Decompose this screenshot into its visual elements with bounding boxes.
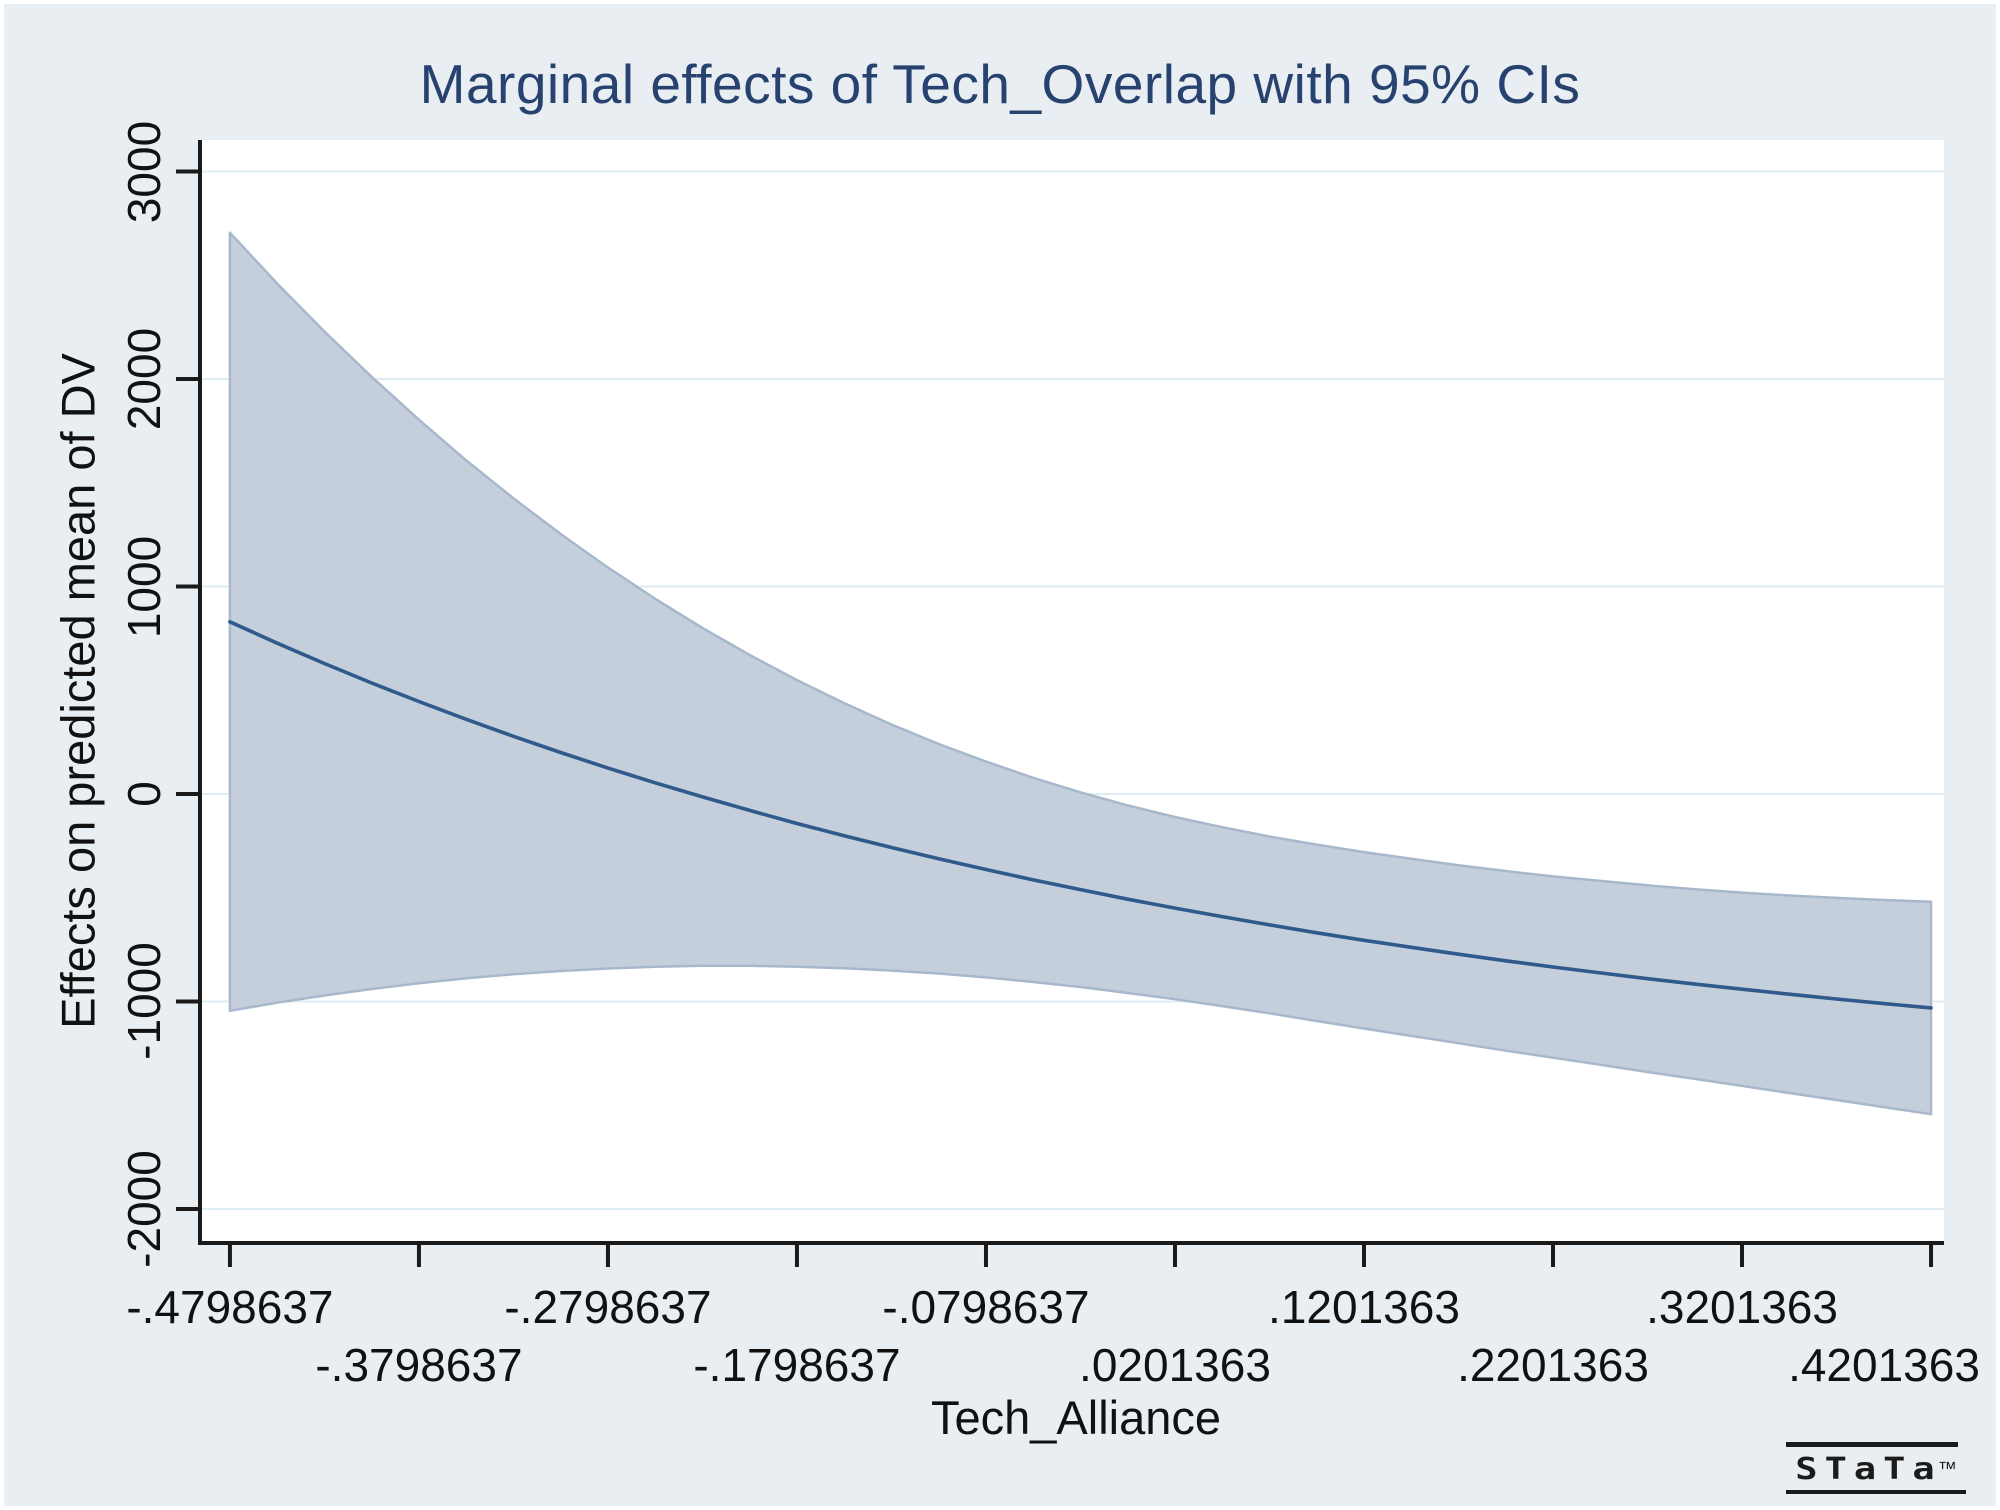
x-tick-label: -.3798637 <box>315 1339 523 1391</box>
chart-title: Marginal effects of Tech_Overlap with 95… <box>419 53 1581 115</box>
x-tick-label: -.0798637 <box>882 1281 1090 1333</box>
stata-logo-top-rule <box>1786 1442 1958 1447</box>
y-tick-label: 3000 <box>118 120 170 223</box>
y-axis-title: Effects on predicted mean of DV <box>51 353 105 1029</box>
stata-logo-wordmark: STaTa <box>1795 1450 1942 1487</box>
x-tick-label: -.4798637 <box>126 1281 334 1333</box>
x-tick-label: .0201363 <box>1079 1339 1271 1391</box>
y-tick-label: -1000 <box>118 942 170 1061</box>
marginal-effects-line <box>228 619 1933 1010</box>
x-tick-label: .4201363 <box>1788 1339 1980 1391</box>
x-tick-label: .3201363 <box>1646 1281 1838 1333</box>
y-tick-label: 1000 <box>118 535 170 638</box>
y-tick-label: 2000 <box>118 327 170 431</box>
graph-canvas: Marginal effects of Tech_Overlap with 95… <box>4 4 1996 1506</box>
plot-svg <box>176 140 1944 1267</box>
ci-band-95 <box>228 231 1933 1116</box>
x-axis-title: Tech_Alliance <box>930 1391 1221 1444</box>
y-tick-label: 0 <box>118 781 170 807</box>
stata-logo-bottom-rule <box>1786 1490 1966 1494</box>
y-tick-label: -2000 <box>118 1150 170 1268</box>
x-tick-label: .2201363 <box>1457 1339 1649 1391</box>
x-tick-label: .1201363 <box>1268 1281 1460 1333</box>
x-tick-label: -.1798637 <box>693 1339 901 1391</box>
stata-trademark-symbol: ™ <box>1937 1458 1957 1480</box>
x-tick-label: -.2798637 <box>504 1281 712 1333</box>
stata-logo: STaTa™ <box>1786 1442 1966 1494</box>
